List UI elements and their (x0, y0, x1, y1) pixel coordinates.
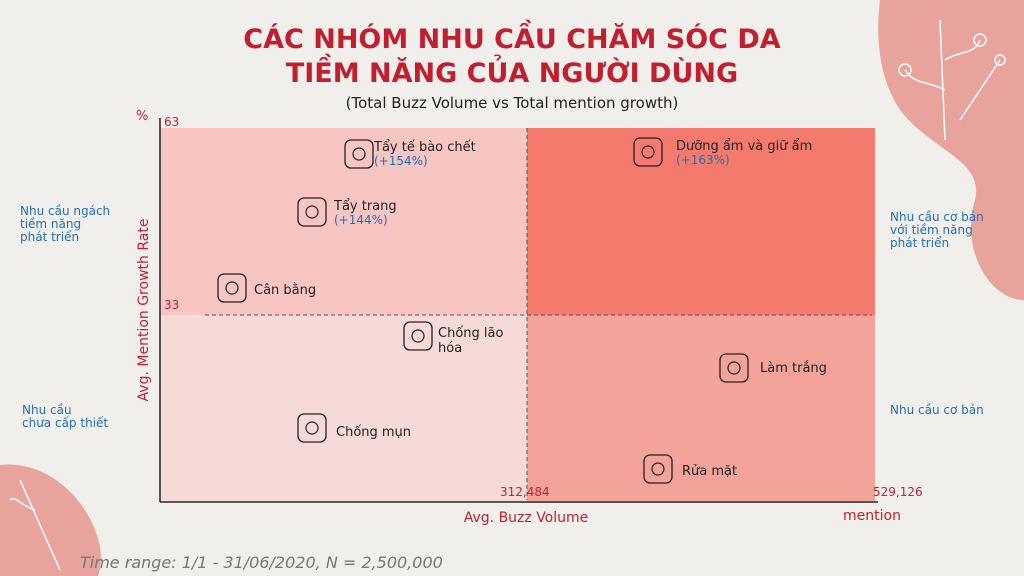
item-icon (352, 147, 366, 161)
quadrant-label: Nhu cầu ngách (20, 204, 110, 218)
item-icon (217, 273, 247, 303)
quadrant-label: với tiềm năng (890, 223, 973, 237)
item-icon (643, 454, 673, 484)
footer: Time range: 1/1 - 31/06/2020, N = 2,500,… (80, 553, 443, 572)
item-icon (297, 197, 327, 227)
item-label: Rửa mặt (682, 464, 737, 479)
item-label: hóa (438, 341, 462, 356)
item-icon (641, 145, 655, 159)
item-growth: (+154%) (374, 154, 428, 168)
quadrant-label: tiềm năng (20, 217, 81, 231)
decor-flowers (9, 19, 1006, 571)
quadrant (160, 128, 527, 315)
item-label: Dưỡng ẩm và giữ ẩm (676, 139, 812, 154)
y-tick-label: 63 (164, 115, 179, 129)
item-icon (305, 421, 319, 435)
item-icon (225, 281, 239, 295)
y-axis-title: Avg. Mention Growth Rate (136, 219, 152, 402)
x-unit: mention (843, 508, 901, 524)
item-icon (651, 462, 665, 476)
title-line: CÁC NHÓM NHU CẦU CHĂM SÓC DA (243, 20, 780, 55)
x-tick-label: 529,126 (873, 485, 923, 499)
item-label: Cân bằng (254, 283, 316, 298)
quadrant (527, 128, 875, 315)
decor-top-right (878, 0, 1024, 300)
item-icon (305, 205, 319, 219)
quadrant-label: Nhu cầu cơ bản (890, 403, 984, 417)
item-label: Làm trắng (760, 361, 827, 376)
item-label: Chống mụn (336, 425, 411, 440)
item-label: Tẩy tế bào chết (373, 140, 476, 155)
y-unit: % (136, 109, 148, 124)
item-icon (719, 353, 749, 383)
quadrant (160, 315, 527, 501)
item-icon (727, 361, 741, 375)
item-growth: (+144%) (334, 213, 388, 227)
subtitle: (Total Buzz Volume vs Total mention grow… (346, 94, 679, 112)
item-icon (344, 139, 374, 169)
y-tick-label: 33 (164, 298, 179, 312)
item-growth: (+163%) (676, 153, 730, 167)
title-line: TIỀM NĂNG CỦA NGƯỜI DÙNG (286, 53, 738, 89)
quadrant-label: Nhu cầu (22, 403, 72, 417)
x-axis-title: Avg. Buzz Volume (464, 510, 589, 526)
item-label: Chống lão (438, 326, 503, 341)
item-icon (411, 329, 425, 343)
quadrant (527, 315, 875, 501)
item-icon (297, 413, 327, 443)
item-label: Tẩy trang (333, 199, 397, 214)
quadrant-label: phát triển (890, 236, 949, 250)
item-icon (633, 137, 663, 167)
x-tick-label: 312,484 (500, 485, 550, 499)
quadrant-label: phát triển (20, 230, 79, 244)
item-icon (403, 321, 433, 351)
quadrant-label: Nhu cầu cơ bản (890, 210, 984, 224)
quadrant-label: chưa cấp thiết (22, 416, 108, 430)
